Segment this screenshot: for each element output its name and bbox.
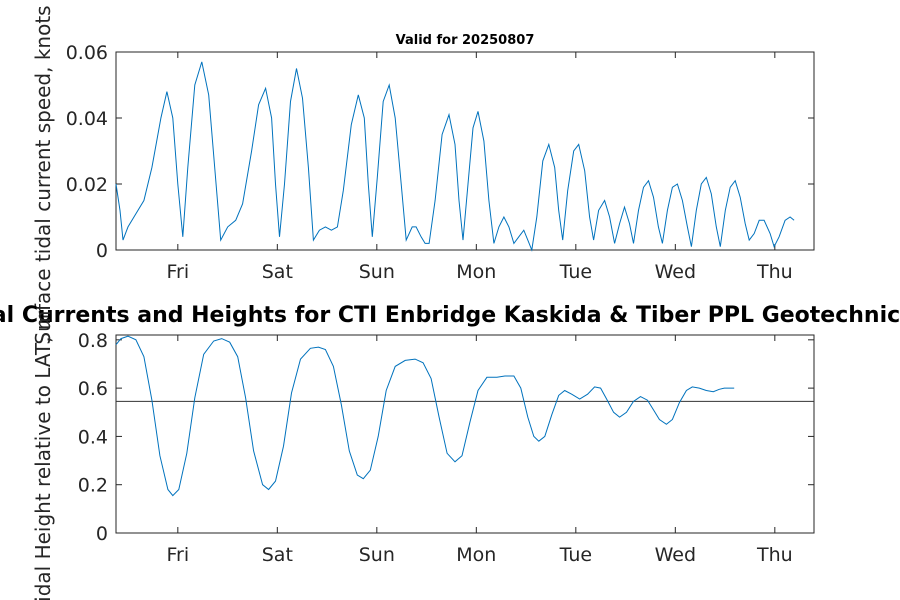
height-x-tick-label: Fri <box>167 544 190 566</box>
height-plot-area <box>115 334 815 534</box>
speed-x-tick-label: Thu <box>756 261 793 283</box>
speed-plot-area <box>115 51 815 251</box>
speed-y-ticks: 0 0.02 0.04 0.06 <box>66 42 814 262</box>
speed-y-tick-label: 0 <box>96 240 108 262</box>
height-x-tick-label: Sun <box>359 544 395 566</box>
height-chart: Tidal Currents and Heights for CTI Enbri… <box>0 303 900 600</box>
speed-chart: Valid for 20250807 0 0.02 0.04 0.06 Fri Sat S… <box>31 5 815 345</box>
speed-y-tick-label: 0.06 <box>66 42 108 64</box>
height-y-axis-label: Tidal Height relative to LAT, m <box>31 311 55 600</box>
speed-series-line <box>115 61 795 252</box>
speed-y-tick-label: 0.02 <box>66 174 108 196</box>
speed-x-tick-label: Fri <box>167 261 190 283</box>
height-x-tick-label: Sat <box>262 544 293 566</box>
speed-x-tick-label: Wed <box>655 261 696 283</box>
speed-x-tick-label: Mon <box>456 261 496 283</box>
height-chart-title: Tidal Currents and Heights for CTI Enbri… <box>0 303 900 328</box>
speed-y-axis-label: Surface tidal current speed, knots <box>31 5 55 344</box>
speed-x-tick-label: Sun <box>359 261 395 283</box>
height-x-tick-label: Tue <box>559 544 592 566</box>
height-x-tick-label: Thu <box>756 544 793 566</box>
speed-x-ticks: Fri Sat Sun Mon Tue Wed Thu <box>167 52 793 283</box>
speed-x-tick-label: Sat <box>262 261 293 283</box>
height-x-tick-label: Wed <box>655 544 696 566</box>
height-y-tick-label: 0.6 <box>78 378 108 400</box>
speed-x-tick-label: Tue <box>559 261 592 283</box>
height-y-tick-label: 0.2 <box>78 475 108 497</box>
speed-chart-title: Valid for 20250807 <box>396 33 535 48</box>
height-y-tick-label: 0.4 <box>78 426 108 448</box>
height-x-tick-label: Mon <box>456 544 496 566</box>
height-x-ticks: Fri Sat Sun Mon Tue Wed Thu <box>167 335 793 566</box>
height-y-tick-label: 0.8 <box>78 330 108 352</box>
height-y-tick-label: 0 <box>96 523 108 545</box>
height-y-ticks: 0 0.2 0.4 0.6 0.8 <box>78 330 814 545</box>
speed-y-tick-label: 0.04 <box>66 108 108 130</box>
height-series-line <box>115 335 735 497</box>
